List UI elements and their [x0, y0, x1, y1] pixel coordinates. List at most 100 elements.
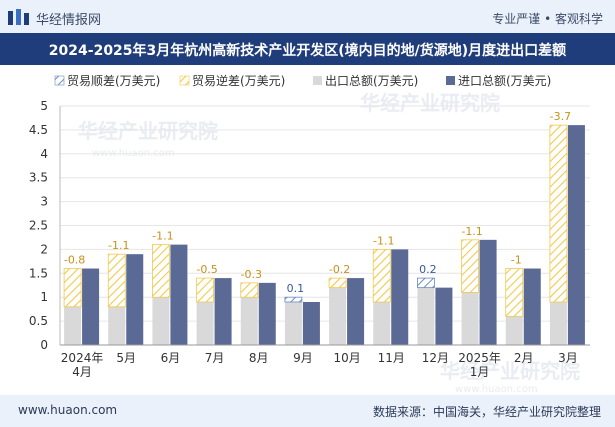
x-tick-label: 1月	[470, 365, 490, 379]
export-bar	[64, 306, 82, 345]
watermark-text: 华经产业研究院	[78, 119, 218, 143]
balance-label: 0.1	[287, 282, 305, 295]
footer-source: 数据来源：中国海关，华经产业研究院整理	[372, 405, 601, 419]
balance-label: -1.1	[373, 234, 394, 247]
watermark-text: www.huaon.com	[455, 384, 538, 395]
header-bar: 华经情报网 专业严谨 • 客观科学	[0, 0, 615, 33]
import-bar	[567, 125, 585, 345]
x-tick-label: 2024年	[61, 351, 104, 365]
deficit-bar	[240, 282, 259, 298]
y-tick-label: 0	[40, 338, 48, 352]
export-bar	[505, 316, 523, 345]
deficit-bar	[63, 268, 82, 308]
brand-name: 华经情报网	[36, 13, 102, 28]
y-tick-label: 5	[40, 99, 48, 113]
watermark-text: 华经产业研究院	[440, 359, 580, 383]
x-tick-label: 4月	[72, 365, 92, 379]
import-bar	[82, 268, 100, 345]
bars	[63, 124, 585, 345]
export-bar	[461, 292, 479, 345]
import-bar	[258, 282, 276, 345]
watermark-layer: 华经产业研究院 www.huaon.com 华经产业研究院 华经产业研究院 ww…	[78, 91, 580, 395]
import-bar	[170, 244, 188, 345]
legend-label-import: 进口总额(万美元)	[458, 74, 551, 88]
deficit-bar	[107, 253, 126, 308]
logo-icon	[8, 9, 29, 25]
balance-label: -1	[511, 254, 522, 267]
y-tick-label: 2	[40, 242, 48, 256]
x-tick-label: 10月	[333, 351, 360, 365]
balance-label: 0.2	[419, 263, 437, 276]
legend-swatch-import	[446, 76, 455, 85]
deficit-bar	[328, 277, 347, 289]
balance-label: -1.1	[461, 225, 482, 238]
deficit-bar	[152, 244, 170, 298]
title-bar	[0, 33, 615, 65]
import-bar	[435, 287, 453, 345]
legend-label-surplus: 贸易顺差(万美元)	[67, 74, 160, 88]
legend-swatch-export	[313, 76, 322, 85]
surplus-bar	[284, 296, 303, 303]
x-tick-label: 2月	[514, 351, 534, 365]
data-labels: -0.8 -1.1 -1.1 -0.5 -0.3 0.1 -0.2 -1.1 0.2 -1.1 -1…	[64, 110, 571, 295]
tagline: 专业严谨 • 客观科学	[492, 12, 603, 26]
footer-site: www.huaon.com	[18, 403, 118, 417]
y-tick-label: 3	[40, 195, 48, 209]
deficit-bar	[461, 239, 479, 293]
import-bar	[214, 278, 232, 345]
import-bar	[391, 249, 409, 345]
balance-label: -1.1	[152, 230, 173, 243]
export-bar	[549, 301, 567, 345]
chart-title: 2024-2025年3月年杭州高新技术产业开发区(境内目的地/货源地)月度进出口…	[48, 43, 567, 59]
import-bar	[523, 268, 541, 345]
deficit-bar	[196, 277, 214, 303]
x-tick-label: 5月	[116, 351, 136, 365]
x-tick-label: 11月	[378, 351, 405, 365]
footer-bar	[0, 395, 615, 427]
export-bar	[108, 306, 126, 345]
legend-label-deficit: 贸易逆差(万美元)	[192, 73, 285, 88]
export-bar	[373, 301, 391, 345]
y-tick-label: 2.5	[29, 219, 48, 233]
balance-label: -0.3	[241, 268, 262, 281]
export-bar	[152, 297, 170, 345]
export-bar	[329, 287, 347, 345]
deficit-bar	[372, 248, 391, 303]
balance-label: -0.8	[64, 254, 85, 267]
balance-label: -0.5	[196, 263, 217, 276]
y-tick-label: 1.5	[29, 266, 48, 280]
y-tick-label: 4	[40, 147, 48, 161]
export-bar	[196, 301, 214, 345]
x-tick-label: 9月	[293, 351, 313, 365]
import-bar	[302, 301, 320, 345]
export-bar	[240, 297, 258, 345]
x-tick-label: 7月	[205, 351, 225, 365]
y-tick-label: 0.5	[29, 314, 48, 328]
legend-swatch-deficit	[179, 75, 190, 86]
import-bar	[479, 239, 497, 345]
deficit-bar	[549, 124, 568, 303]
legend: 贸易顺差(万美元) 贸易逆差(万美元) 出口总额(万美元) 进口总额(万美元)	[54, 73, 551, 88]
surplus-bar	[417, 277, 435, 289]
x-tick-label: 3月	[558, 351, 578, 365]
x-tick-label: 12月	[422, 351, 449, 365]
y-tick-label: 4.5	[29, 123, 48, 137]
export-bar	[417, 278, 435, 345]
legend-swatch-surplus	[54, 75, 65, 86]
import-bar	[126, 254, 144, 345]
deficit-bar	[505, 268, 524, 317]
balance-label: -1.1	[108, 239, 129, 252]
legend-label-export: 出口总额(万美元)	[325, 74, 418, 88]
export-bar	[284, 297, 302, 345]
import-bar	[347, 278, 365, 345]
chart: 华经产业研究院 www.huaon.com 华经产业研究院 华经产业研究院 ww…	[29, 73, 590, 395]
y-tick-label: 3.5	[29, 171, 48, 185]
balance-label: -3.7	[550, 110, 571, 123]
balance-label: -0.2	[329, 263, 350, 276]
x-tick-label: 8月	[249, 351, 269, 365]
grid	[60, 105, 590, 346]
x-tick-label: 6月	[161, 351, 181, 365]
x-tick-label: 2025年	[458, 351, 501, 365]
watermark-text: 华经产业研究院	[360, 91, 500, 115]
